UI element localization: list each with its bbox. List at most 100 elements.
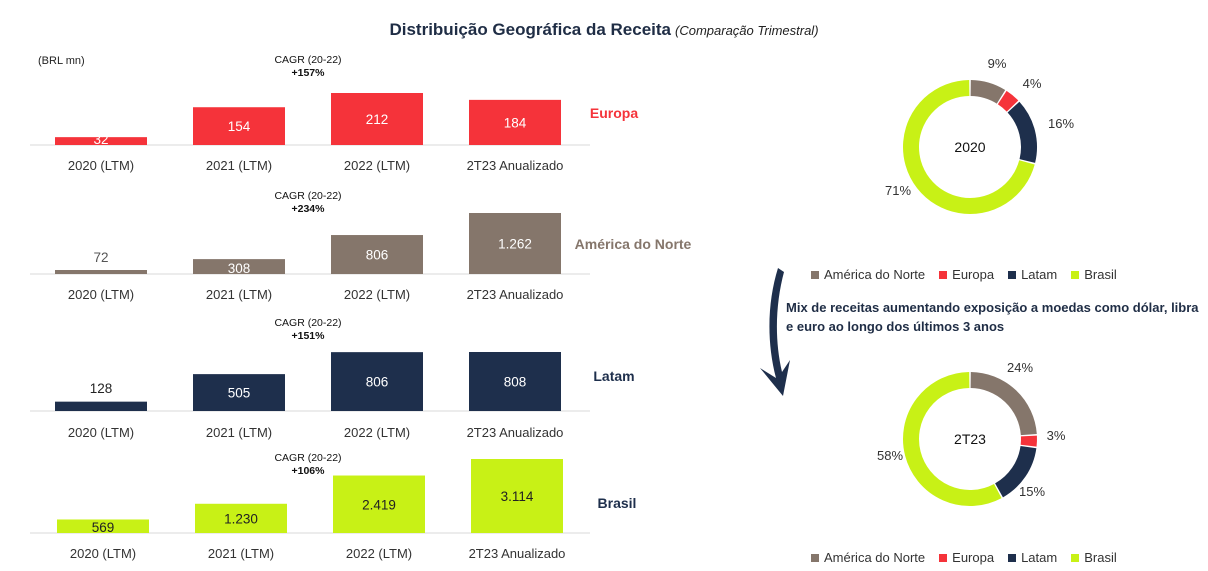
value-label-latam-0: 128 — [90, 381, 113, 396]
donut-slice-america-do-norte — [970, 372, 1037, 436]
donut-slice-label-europa: 4% — [1023, 76, 1042, 91]
cagr-europa-label: CAGR (20-22) — [274, 54, 342, 66]
legend-label: Brasil — [1084, 550, 1117, 565]
legend-item-brasil: Brasil — [1071, 550, 1117, 565]
mix-note: Mix de receitas aumentando exposição a m… — [786, 300, 1199, 334]
title-subtitle: (Comparação Trimestral) — [675, 23, 819, 38]
bar-america-do-norte-2 — [331, 235, 423, 274]
donut-center-label: 2T23 — [954, 431, 986, 447]
bar-america-do-norte-1 — [193, 259, 285, 274]
donut-chart-2t23: 24% 3% 15% 58% 2T23 — [877, 360, 1066, 506]
legend-label: Latam — [1021, 550, 1058, 565]
value-label-america-do-norte-3: 1.262 — [498, 237, 532, 252]
category-label: 2021 (LTM) — [206, 425, 272, 440]
legend-label: Brasil — [1084, 267, 1117, 282]
legend-swatch — [939, 270, 948, 279]
title-text: Distribuição Geográfica da Receita — [389, 20, 672, 39]
category-label: 2020 (LTM) — [68, 287, 134, 302]
legend-swatch — [1071, 553, 1080, 562]
value-label-america-do-norte-1: 308 — [228, 261, 251, 276]
value-label-brasil-1: 1.230 — [224, 511, 258, 526]
value-label-europa-2: 212 — [366, 112, 389, 127]
cagr-america-do-norte-label: CAGR (20-22) — [274, 190, 342, 202]
region-label-europa: Europa — [590, 105, 638, 121]
category-label: 2021 (LTM) — [206, 158, 272, 173]
bar-europa-0 — [55, 137, 147, 145]
value-label-europa-1: 154 — [228, 119, 251, 134]
donut-slice-label-latam: 16% — [1048, 116, 1074, 131]
value-label-latam-2: 806 — [366, 375, 389, 390]
donut-slice-brasil — [903, 80, 1035, 214]
legend-item-america-do-norte: América do Norte — [811, 550, 925, 565]
bar-chart-america-do-norte: 72 2020 (LTM) 308 2021 (LTM) 806 2022 (LTM) 1.… — [30, 213, 692, 302]
category-label: 2022 (LTM) — [344, 425, 410, 440]
bar-america-do-norte-0 — [55, 270, 147, 274]
cagr-america-do-norte-value: +234% — [291, 203, 325, 215]
donut-slice-america-do-norte — [970, 80, 1006, 104]
donut-slice-label-brasil: 58% — [877, 448, 903, 463]
legend-swatch — [811, 270, 819, 279]
category-label: 2021 (LTM) — [208, 546, 274, 561]
legend-label: América do Norte — [824, 267, 926, 282]
legend-item-europa: Europa — [939, 267, 994, 282]
region-label-latam: Latam — [593, 368, 634, 384]
legend-label: Europa — [952, 267, 995, 282]
category-label: 2022 (LTM) — [346, 546, 412, 561]
cagr-brasil-label: CAGR (20-22) — [274, 452, 342, 464]
bar-brasil-1 — [195, 503, 287, 533]
cagr-america-do-norte: CAGR (20-22) +234% — [248, 190, 368, 216]
category-label: 2T23 Anualizado — [467, 425, 564, 440]
bar-chart-brasil: 569 2020 (LTM) 1.230 2021 (LTM) 2.419 2022 (L… — [30, 459, 636, 561]
value-label-latam-3: 808 — [504, 375, 527, 390]
cagr-brasil: CAGR (20-22) +106% — [248, 452, 368, 478]
category-label: 2T23 Anualizado — [467, 287, 564, 302]
bar-latam-2 — [331, 352, 423, 411]
category-label: 2T23 Anualizado — [467, 158, 564, 173]
value-label-latam-1: 505 — [228, 386, 251, 401]
category-label: 2022 (LTM) — [344, 287, 410, 302]
cagr-europa: CAGR (20-22) +157% — [248, 54, 368, 80]
bar-latam-0 — [55, 401, 147, 411]
cagr-latam: CAGR (20-22) +151% — [248, 317, 368, 343]
legend-item-latam: Latam — [1008, 267, 1057, 282]
bar-chart-europa: 32 2020 (LTM) 154 2021 (LTM) 212 2022 (LTM) 18… — [30, 93, 638, 173]
bar-america-do-norte-3 — [469, 213, 561, 274]
donut-chart-2020: 9% 4% 16% 71% 2020 — [885, 56, 1074, 214]
unit-label: (BRL mn) — [38, 55, 85, 67]
category-label: 2021 (LTM) — [206, 287, 272, 302]
value-label-america-do-norte-0: 72 — [93, 250, 108, 265]
legend-item-brasil: Brasil — [1071, 267, 1117, 282]
donut-slice-latam — [994, 445, 1037, 498]
donut-slice-latam — [1007, 101, 1037, 163]
chart-title: Distribuição Geográfica da Receita (Compa… — [0, 20, 1208, 40]
value-label-brasil-0: 569 — [92, 520, 115, 535]
value-label-europa-0: 32 — [93, 132, 108, 147]
legend-item-america-do-norte: América do Norte — [811, 267, 925, 282]
legend-swatch — [1071, 270, 1080, 279]
donut-slice-europa — [997, 90, 1019, 112]
donut-slice-label-brasil: 71% — [885, 183, 911, 198]
value-label-america-do-norte-2: 806 — [366, 248, 389, 263]
legend-swatch — [811, 553, 819, 562]
bar-latam-3 — [469, 352, 561, 411]
legend-swatch — [1008, 270, 1017, 279]
legend-bottom: América do Norte Europa Latam Brasil — [811, 550, 1117, 565]
bar-brasil-0 — [57, 519, 149, 533]
bar-europa-1 — [193, 107, 285, 145]
legend-label: Europa — [952, 550, 995, 565]
cagr-brasil-value: +106% — [291, 465, 325, 477]
bar-europa-3 — [469, 99, 561, 145]
bar-brasil-3 — [471, 459, 563, 533]
value-label-brasil-2: 2.419 — [362, 497, 396, 512]
category-label: 2020 (LTM) — [70, 546, 136, 561]
value-label-brasil-3: 3.114 — [501, 489, 534, 504]
donut-slice-brasil — [903, 372, 1002, 506]
donut-center-label: 2020 — [954, 139, 985, 155]
legend-label: Latam — [1021, 267, 1058, 282]
bar-europa-2 — [331, 93, 423, 145]
bar-brasil-2 — [333, 475, 425, 533]
legend-swatch — [1008, 553, 1017, 562]
value-label-europa-3: 184 — [504, 115, 527, 130]
donut-slice-label-america-do-norte: 24% — [1007, 360, 1033, 375]
